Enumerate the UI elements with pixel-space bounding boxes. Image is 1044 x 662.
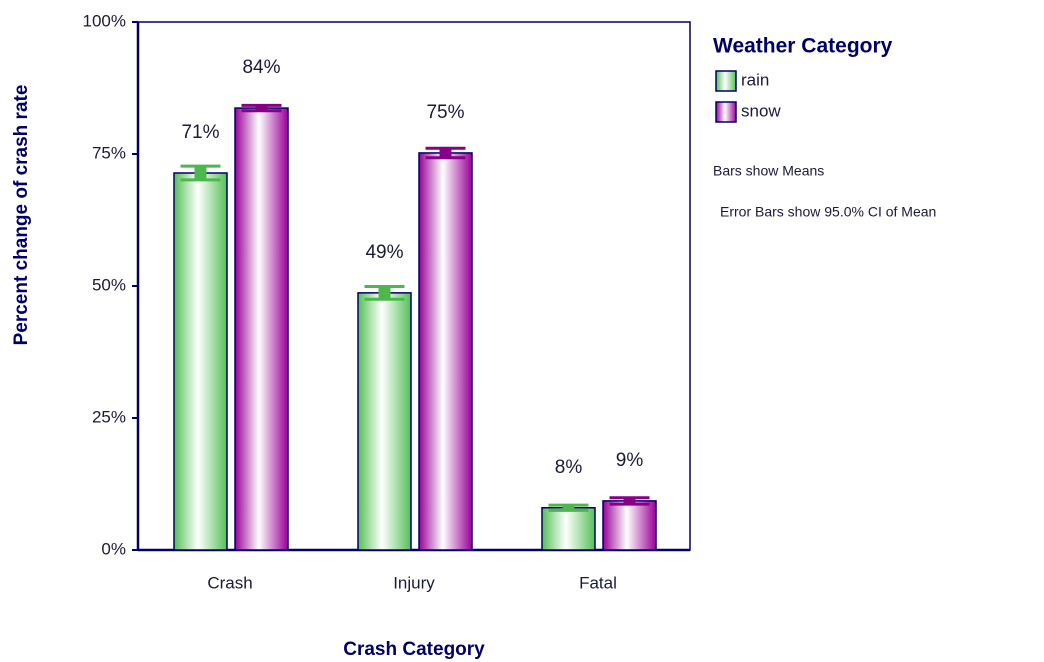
note: Bars show Means [713,163,824,179]
y-tick-label: 0% [101,539,126,558]
error-cap [623,497,636,505]
legend-label: rain [741,70,769,89]
legend-swatch [715,70,737,92]
legend-swatch [715,101,737,123]
y-tick-label: 50% [92,275,126,294]
x-tick-label: Crash [207,573,252,592]
x-tick-label: Injury [393,573,435,592]
value-label: 84% [242,57,280,78]
y-tick-label: 75% [92,143,126,162]
y-tick-label: 100% [83,11,126,30]
legend-title: Weather Category [713,35,893,58]
error-cap [562,505,575,511]
error-cap [255,105,268,111]
value-label: 71% [181,122,219,143]
error-cap [439,148,452,158]
value-label: 49% [365,242,403,263]
note: Error Bars show 95.0% CI of Mean [720,204,936,220]
y-tick-label: 25% [92,407,126,426]
legend-label: snow [741,101,781,120]
error-cap [194,166,207,180]
value-label: 75% [426,102,464,123]
bar [418,152,473,551]
x-tick-label: Fatal [579,573,617,592]
bar [602,500,657,551]
bar [173,172,228,551]
x-axis-label: Crash Category [343,639,485,660]
bar [234,107,289,551]
y-axis-label: Percent change of crash rate [11,85,32,346]
value-label: 8% [555,457,583,478]
error-cap [378,286,391,300]
bar [541,507,596,551]
bar [357,292,412,551]
value-label: 9% [616,450,644,471]
